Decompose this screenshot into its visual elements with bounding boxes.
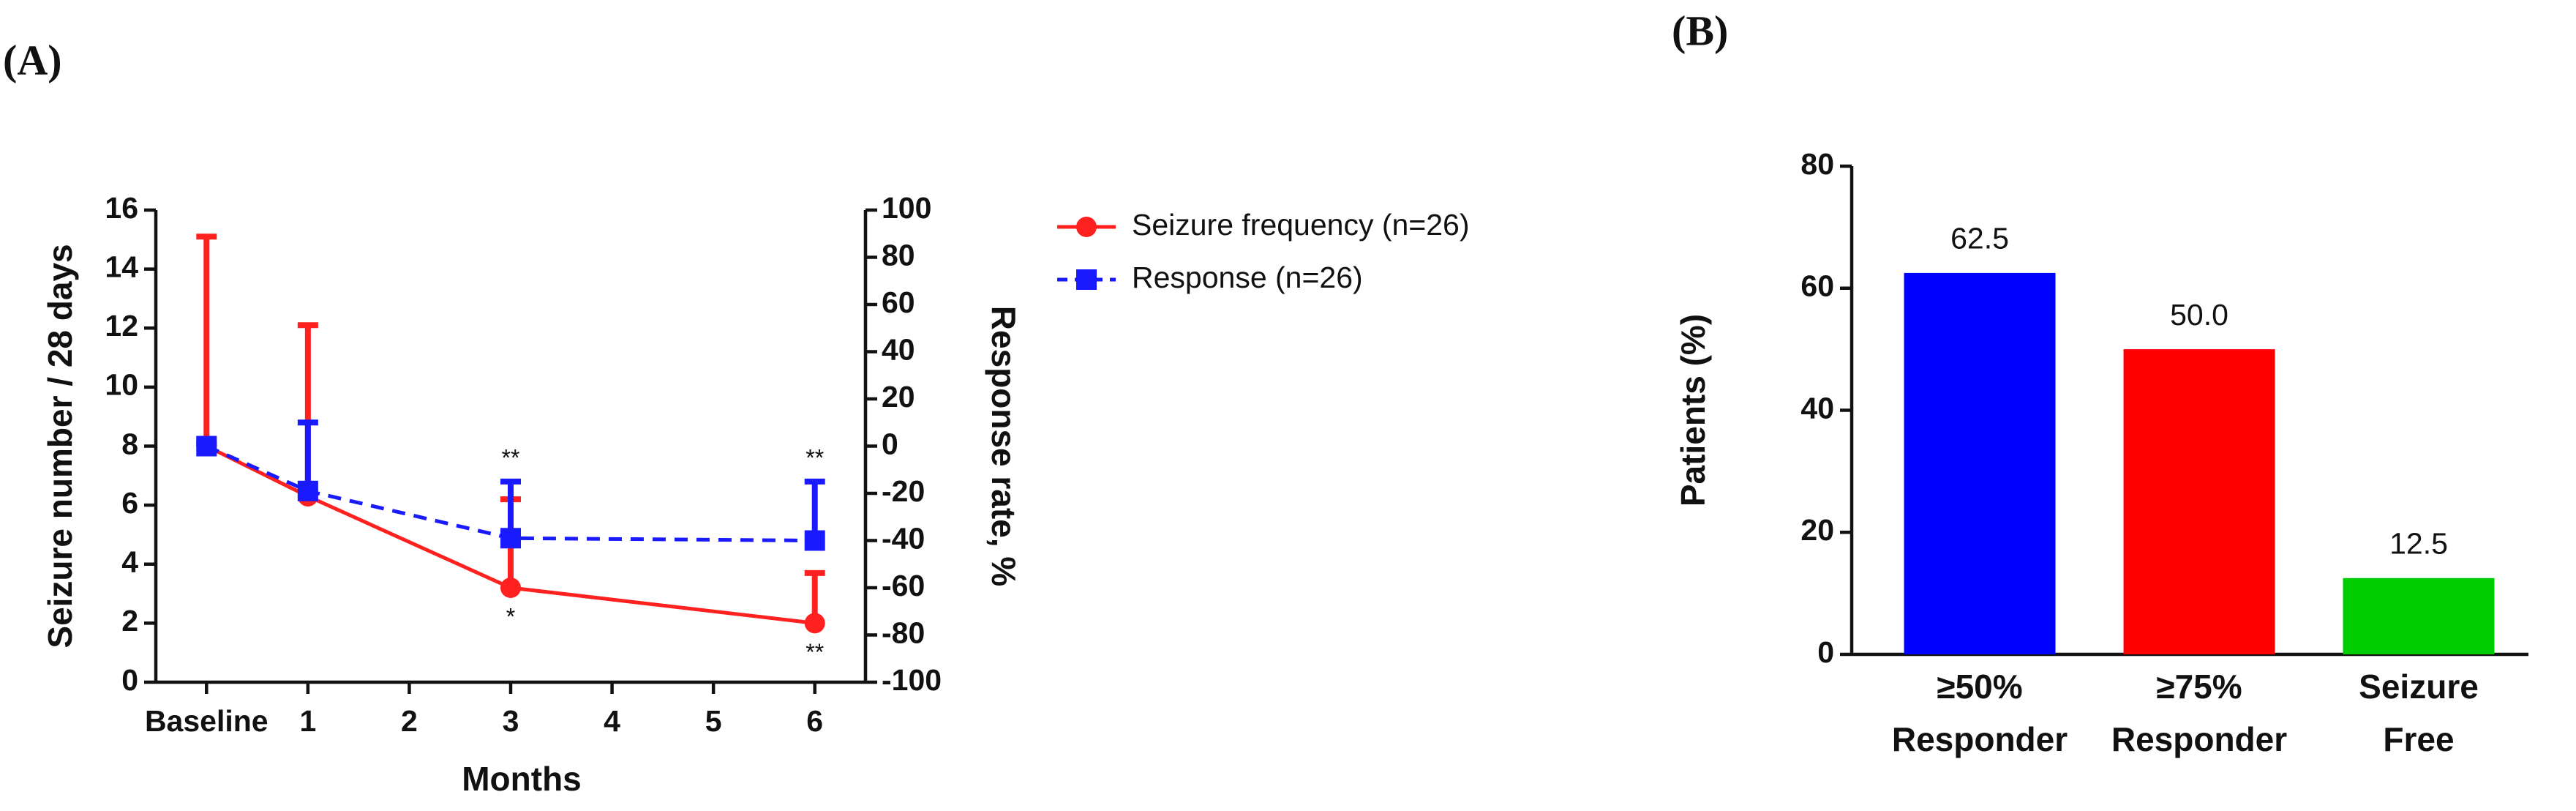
y2-axis-label: Response rate, % (985, 306, 1023, 586)
legend-marker (1076, 217, 1097, 237)
marker (804, 613, 825, 634)
legend-label: Seizure frequency (n=26) (1132, 208, 1470, 242)
y2-tick-label: 0 (882, 427, 898, 460)
marker (500, 528, 521, 549)
series-line (206, 444, 815, 542)
marker (196, 436, 217, 457)
panel-label: (B) (1672, 7, 1728, 54)
value-label: 50.0 (2170, 298, 2228, 332)
y2-tick-label: -100 (882, 663, 942, 697)
y-tick-label: 0 (1817, 635, 1834, 669)
x-tick-label: 5 (705, 704, 722, 738)
x-tick-label: Baseline (145, 704, 269, 738)
bar (2123, 349, 2275, 654)
y2-tick-label: -40 (882, 521, 925, 555)
y2-tick-label: 80 (882, 238, 915, 272)
y-tick-label: 14 (105, 250, 138, 283)
y-tick-label: 12 (105, 309, 138, 343)
annotation: ** (806, 639, 824, 665)
y2-tick-label: -80 (882, 616, 925, 649)
y-tick-label: 6 (121, 486, 138, 520)
x-tick-label: ≥50% (1937, 668, 2022, 706)
value-label: 12.5 (2389, 527, 2448, 561)
annotation: * (506, 603, 515, 629)
y-axis-label: Seizure number / 28 days (41, 244, 79, 648)
x-tick-label: Seizure (2359, 668, 2479, 706)
annotation: ** (502, 444, 520, 471)
panel-label: (A) (3, 36, 62, 83)
x-tick-label: Free (2383, 720, 2454, 758)
series-line (206, 444, 815, 625)
x-tick-label: 6 (806, 704, 823, 738)
y2-tick-label: -20 (882, 474, 925, 508)
y2-tick-label: 20 (882, 380, 915, 414)
y2-tick-label: 40 (882, 332, 915, 366)
marker (297, 480, 318, 501)
x-tick-label: ≥75% (2156, 668, 2242, 706)
y-tick-label: 40 (1800, 391, 1834, 425)
x-tick-label: Responder (1892, 720, 2068, 758)
y2-tick-label: 100 (882, 191, 931, 225)
y-tick-label: 8 (121, 427, 138, 460)
x-axis-label: Months (462, 760, 582, 798)
annotation: ** (806, 444, 824, 471)
y-tick-label: 60 (1800, 269, 1834, 303)
legend-label: Response (n=26) (1132, 261, 1363, 294)
x-tick-label: 3 (503, 704, 519, 738)
x-tick-label: Responder (2111, 720, 2287, 758)
marker (500, 578, 521, 598)
y2-tick-label: 60 (882, 285, 915, 319)
y-tick-label: 2 (121, 604, 138, 638)
legend-marker (1076, 269, 1097, 290)
x-tick-label: 4 (604, 704, 620, 738)
y-tick-label: 20 (1800, 513, 1834, 547)
y2-tick-label: -60 (882, 569, 925, 602)
x-tick-label: 1 (299, 704, 316, 738)
bar (2343, 578, 2495, 654)
y-tick-label: 80 (1800, 147, 1834, 181)
y-tick-label: 10 (105, 368, 138, 402)
y-tick-label: 0 (121, 663, 138, 697)
x-tick-label: 2 (401, 704, 418, 738)
bar (1904, 272, 2056, 654)
y-tick-label: 4 (121, 545, 138, 579)
y-tick-label: 16 (105, 191, 138, 225)
value-label: 62.5 (1950, 222, 2009, 255)
y-axis-label: Patients (%) (1674, 314, 1712, 507)
marker (804, 530, 825, 551)
